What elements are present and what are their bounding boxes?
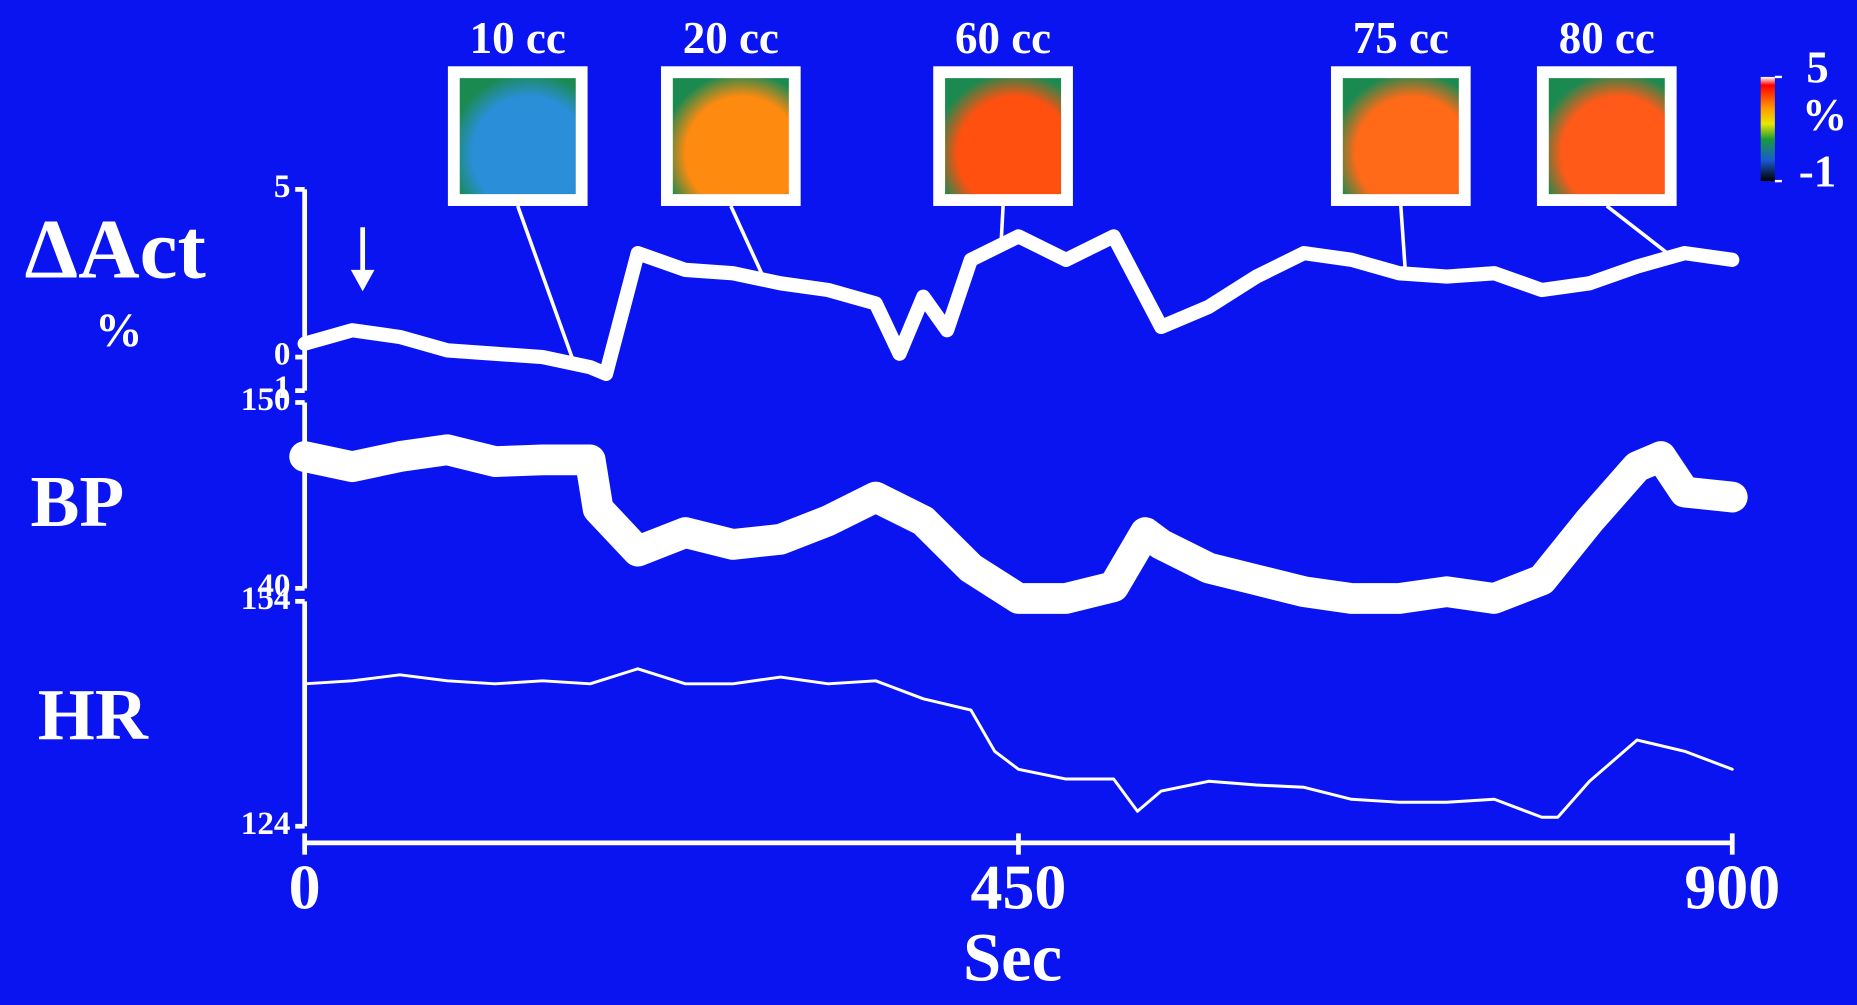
inset-leader: [516, 205, 576, 365]
inset-label: 80 cc: [1559, 13, 1655, 63]
y-tick-label: 150: [241, 381, 291, 418]
trace: [289, 434, 1748, 614]
trace: [303, 667, 1734, 819]
y-tick-label: -1: [263, 369, 291, 406]
inset-label: 10 cc: [470, 13, 566, 63]
inset-image: [459, 78, 576, 195]
inset-leader: [1399, 205, 1408, 274]
colorbar: [1760, 76, 1775, 182]
colorbar-tick-label: -1: [1799, 147, 1836, 197]
x-axis-label: Sec: [963, 920, 1062, 996]
inset-image: [1342, 78, 1459, 195]
inset-leader: [1605, 204, 1674, 259]
y-tick-label: 154: [241, 580, 291, 617]
y-tick-label: 40: [257, 567, 290, 604]
y-axis-unit: %: [95, 305, 142, 357]
inset-image: [1548, 78, 1665, 195]
colorbar-tick-label: 5: [1806, 43, 1828, 93]
inset-leader: [999, 205, 1005, 246]
inset-leader: [729, 205, 767, 281]
y-tick-label: 5: [274, 168, 291, 205]
y-axis-label: HR: [38, 674, 149, 755]
inset-label: 20 cc: [683, 13, 779, 63]
y-tick-label: 124: [241, 805, 291, 842]
x-tick-label: 0: [289, 851, 321, 922]
y-tick-label: 0: [274, 336, 291, 373]
stimulus-arrow: [350, 227, 375, 292]
inset-label: 60 cc: [955, 13, 1051, 63]
x-tick-label: 450: [971, 851, 1067, 922]
x-tick-label: 900: [1684, 851, 1780, 922]
y-axis-label: ΔAct: [25, 203, 206, 297]
colorbar-label: %: [1802, 90, 1847, 140]
trace: [297, 229, 1740, 381]
y-axis-label: BP: [31, 461, 125, 542]
inset-image: [945, 78, 1062, 195]
inset-image: [672, 78, 789, 195]
inset-label: 75 cc: [1353, 13, 1449, 63]
